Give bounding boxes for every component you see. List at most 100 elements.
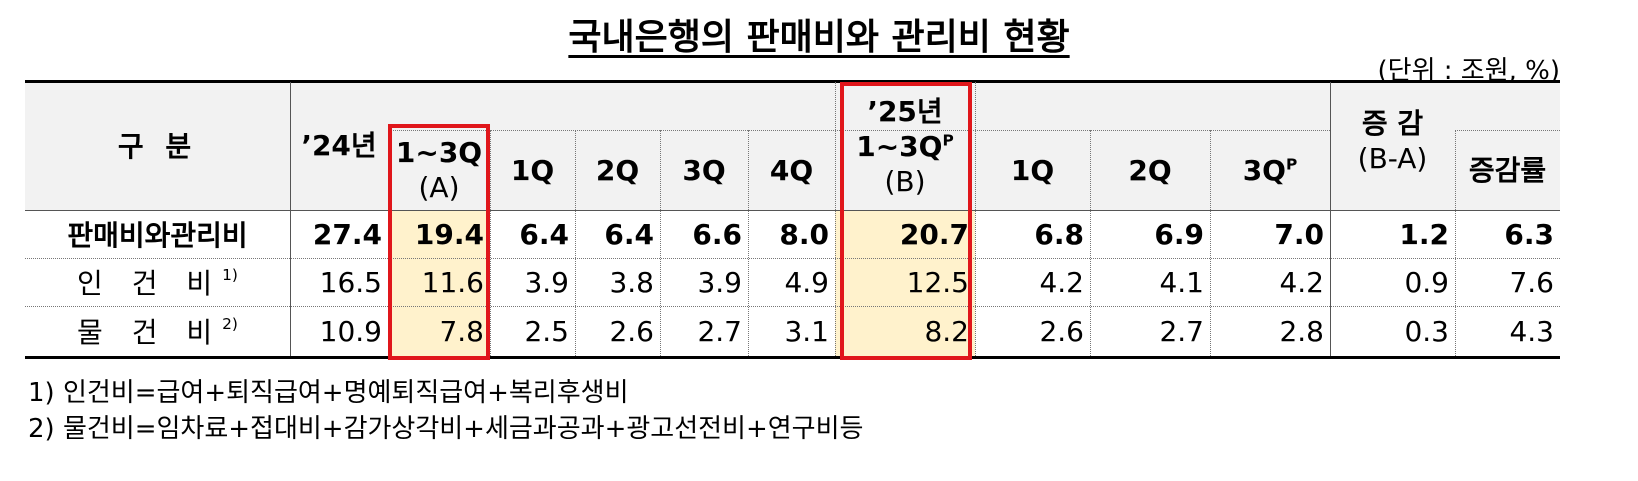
col-line	[1210, 130, 1211, 356]
header-text: 3Q	[1242, 153, 1286, 187]
title-text: 국내은행의 판매비와 관리비 현황	[568, 17, 1070, 58]
col-line	[290, 82, 291, 356]
cell: 2.5	[524, 314, 569, 348]
rule-top	[25, 80, 1560, 83]
header-text: (A)	[418, 171, 460, 204]
cell: 2.6	[609, 314, 654, 348]
cell: 0.3	[1404, 314, 1449, 348]
rule-bottom	[25, 356, 1560, 359]
header-cell: 3Q	[660, 130, 748, 210]
cell: 12.5	[906, 265, 969, 299]
sub-header-line	[388, 130, 1330, 131]
row-line	[25, 306, 1560, 307]
highlight-box	[388, 124, 490, 360]
cell: 2.7	[1159, 314, 1204, 348]
header-cell: 4Q	[748, 130, 835, 210]
header-bg	[25, 82, 1560, 210]
header-cell: 1Q	[975, 130, 1090, 210]
header-cell: 증 감 (B-A)	[1330, 92, 1455, 190]
header-text: 1~3Q	[395, 136, 483, 169]
col-line	[1090, 130, 1091, 356]
row-label-text: 인 건 비	[77, 267, 223, 300]
cell: 3.8	[609, 265, 654, 299]
sub-header-line	[1455, 130, 1560, 131]
cell: 4.1	[1159, 265, 1204, 299]
row-line	[25, 258, 1560, 259]
header-text: 2Q	[595, 153, 640, 187]
cell: 4.3	[1509, 314, 1554, 348]
cell: 11.6	[421, 265, 484, 299]
header-cell: 3QP	[1210, 130, 1330, 210]
highlight	[388, 210, 490, 356]
header-text: 1~3QP	[856, 129, 954, 164]
header-text: 1Q	[1011, 153, 1054, 188]
footnote: 2) 물건비=임차료+접대비+감가상각비+세금과공과+광고선전비+연구비등	[28, 414, 864, 444]
row-label-text: 물 건 비	[77, 316, 223, 349]
cell: 6.8	[1034, 217, 1084, 251]
header-cell: ’25년 1~3QP (B)	[835, 82, 975, 210]
header-text: 1~3Q	[856, 129, 943, 163]
header-cell: 1~3Q (A)	[388, 130, 490, 210]
header-cell: 2Q	[1090, 130, 1210, 210]
col-line	[660, 130, 661, 356]
header-text: 1Q	[510, 153, 555, 187]
cell: 0.9	[1404, 265, 1449, 299]
cell: 27.4	[312, 217, 382, 251]
cell: 8.2	[924, 314, 969, 348]
cell: 4.2	[1279, 265, 1324, 299]
cell: 7.8	[439, 314, 484, 348]
header-cell: 구 분	[25, 82, 290, 210]
cell: 20.7	[899, 217, 969, 251]
col-line	[1330, 82, 1331, 356]
col-line	[835, 82, 836, 130]
cell: 1.2	[1399, 217, 1449, 251]
header-cell: ’24년	[290, 110, 388, 180]
header-text: 4Q	[769, 153, 814, 187]
col-line	[490, 130, 491, 356]
header-cell: 증감률	[1455, 130, 1560, 210]
row-label: 물 건 비 2)	[25, 306, 290, 356]
footnote-ref: 1)	[222, 266, 238, 284]
highlight-box	[840, 82, 972, 360]
col-line	[975, 82, 976, 130]
cell: 19.4	[414, 217, 484, 251]
cell: 6.9	[1154, 217, 1204, 251]
cell: 4.2	[1039, 265, 1084, 299]
header-text: ’25년	[867, 94, 943, 128]
footnote-ref: 2)	[222, 315, 238, 333]
cell: 6.4	[604, 217, 654, 251]
cell: 6.6	[692, 217, 742, 251]
col-line	[575, 130, 576, 356]
col-line	[835, 130, 836, 356]
footnote: 1) 인건비=급여+퇴직급여+명예퇴직급여+복리후생비	[28, 378, 629, 408]
cell: 2.7	[697, 314, 742, 348]
cell: 7.6	[1509, 265, 1554, 299]
cell: 4.9	[784, 265, 829, 299]
header-text: 1Q	[1010, 153, 1055, 187]
superscript: P	[1286, 155, 1298, 174]
header-text: 3Q	[682, 153, 726, 187]
cell: 10.9	[319, 314, 382, 348]
row-label: 인 건 비 1)	[25, 258, 290, 306]
header-cell: 2Q	[575, 130, 660, 210]
cell: 16.5	[319, 265, 382, 299]
cell: 8.0	[779, 217, 829, 251]
col-line	[1455, 130, 1456, 356]
cell: 7.0	[1274, 217, 1324, 251]
cell: 2.6	[1039, 314, 1084, 348]
cell: 3.9	[524, 265, 569, 299]
header-text: 3QP	[1243, 153, 1298, 188]
cell: 2.8	[1279, 314, 1324, 348]
header-text: 2Q	[1128, 153, 1172, 187]
header-text: (B-A)	[1357, 142, 1428, 175]
header-text: (B)	[884, 164, 926, 198]
cell: 6.4	[519, 217, 569, 251]
cell: 6.3	[1504, 217, 1554, 251]
col-line	[975, 130, 976, 356]
cell: 3.9	[697, 265, 742, 299]
col-line	[748, 130, 749, 356]
header-text: 구 분	[117, 129, 198, 163]
title: 국내은행의 판매비와 관리비 현황	[0, 8, 1638, 60]
